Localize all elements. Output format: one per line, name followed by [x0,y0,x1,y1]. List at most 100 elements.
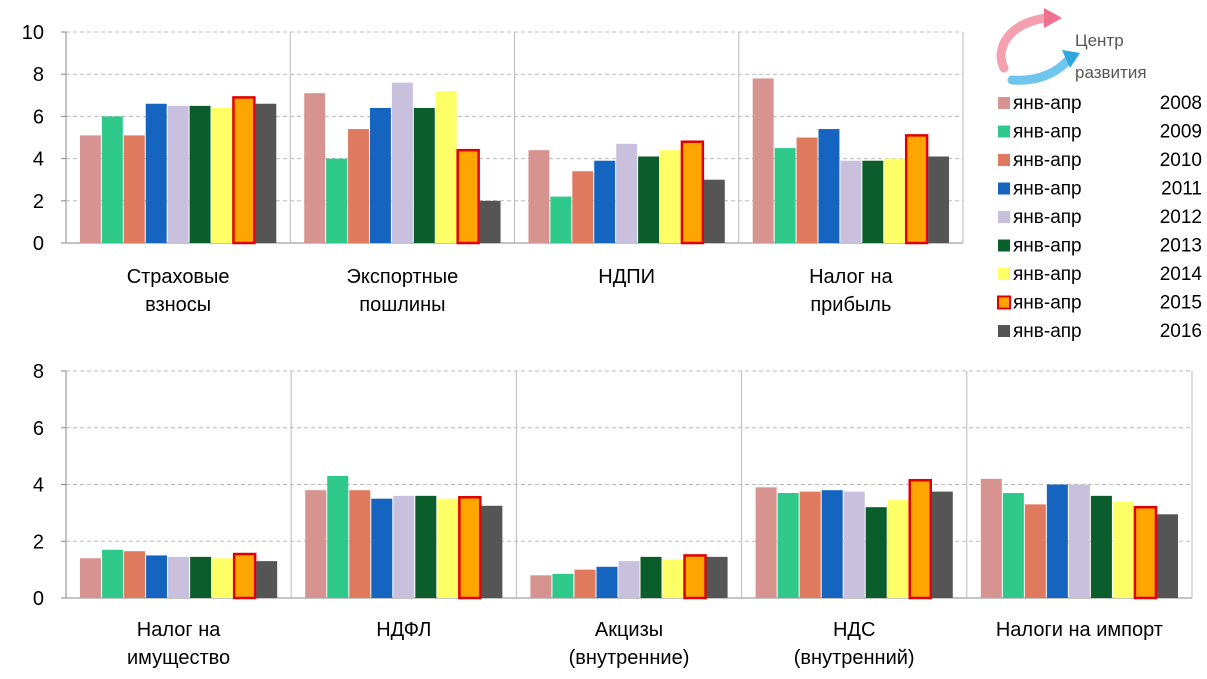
bar-янв-апр-2014 [1112,501,1134,598]
category-label: Налог на [137,619,221,641]
legend-swatch [998,125,1010,138]
legend-label: янв-апр [1013,293,1082,314]
bar-янв-апр-2015 [458,496,482,600]
bar-янв-апр-2013 [1090,495,1112,598]
legend-label: янв-апр [1013,264,1082,285]
bar-янв-апр-2009 [102,549,124,598]
legend-year: 2011 [1161,179,1202,200]
bar-янв-апр-2012 [393,495,415,598]
bar-янв-апр-2008 [980,478,1002,598]
bar-янв-апр-2011 [145,103,167,244]
bar-янв-апр-2010 [124,551,146,598]
bar-янв-апр-2014 [437,498,459,598]
chart-2: 0 2 4 6 8 Налог на имущество НДФЛ Акцизы (внутрен… [33,361,1193,669]
bar-янв-апр-2010 [799,491,821,598]
legend-swatch [997,295,1011,310]
bar-янв-апр-2014 [884,158,906,243]
legend-label: янв-апр [1013,150,1082,171]
bar-янв-апр-2009 [550,196,572,243]
bar-янв-апр-2014 [211,107,233,244]
bar-янв-апр-2008 [530,575,552,598]
category-label: Налоги на импорт [996,619,1163,641]
bar-янв-апр-2011 [146,555,168,598]
bar-янв-апр-2013 [865,507,887,598]
bar-янв-апр-2015 [232,552,257,600]
category-label: Налог на [809,266,893,288]
legend-swatch [998,325,1010,337]
bar-янв-апр-2015 [456,148,480,245]
bar-янв-апр-2016 [706,556,728,598]
bar-янв-апр-2013 [640,556,662,598]
y-tick-label: 0 [33,588,44,610]
legend-label: янв-апр [1013,236,1082,257]
bar-янв-апр-2012 [167,105,189,243]
legend-year: 2016 [1160,321,1202,342]
bar-янв-апр-2016 [928,156,950,243]
bar-янв-апр-2014 [212,558,234,598]
bar-янв-апр-2012 [843,491,865,598]
bar-янв-апр-2013 [190,556,212,598]
bar-янв-апр-2013 [415,495,437,598]
bar-янв-апр-2009 [101,116,123,243]
bar-янв-апр-2010 [572,171,594,243]
bar-янв-апр-2010 [796,137,818,243]
bar-янв-апр-2012 [391,82,413,243]
legend-swatch [998,268,1010,280]
y-tick-label: 8 [33,64,44,86]
bar-янв-апр-2010 [574,569,596,598]
legend-label: янв-апр [1013,321,1082,342]
logo-arrows-icon [996,8,1080,85]
bar-янв-апр-2012 [840,160,862,243]
chart-1: 0 2 4 6 8 10 Страховые взносы Экспортные пошлины Н… [22,22,964,316]
bar-янв-апр-2011 [371,498,393,598]
bar-янв-апр-2012 [616,143,638,243]
bar-янв-апр-2009 [777,493,799,598]
y-tick-label: 10 [22,22,44,44]
y-tick-label: 6 [33,106,44,128]
bar-янв-апр-2008 [305,490,327,598]
bar-янв-апр-2016 [481,505,503,598]
logo-text-line2: развития [1075,63,1147,82]
legend-year: 2010 [1160,150,1202,171]
y-tick-label: 0 [33,233,44,255]
legend: янв-апр 2008 янв-апр 2009 янв-апр 2010 янв-апр… [997,93,1203,342]
bar-янв-апр-2016 [1156,514,1178,598]
category-label: пошлины [359,294,445,316]
bar-янв-апр-2008 [752,78,774,243]
legend-swatch [998,97,1010,109]
bar-янв-апр-2009 [327,475,349,598]
category-label: (внутренний) [794,647,915,669]
y-tick-label: 2 [33,531,44,553]
category-label: НДС [833,619,875,641]
category-label: НДПИ [598,266,655,288]
bar-янв-апр-2015 [232,96,256,245]
legend-year: 2014 [1160,264,1203,285]
legend-year: 2008 [1160,93,1202,114]
category-label: Акцизы [595,619,663,641]
bar-янв-апр-2013 [862,160,884,243]
bar-янв-апр-2014 [887,500,909,598]
bar-янв-апр-2014 [435,91,457,243]
legend-year: 2009 [1160,122,1202,143]
y-tick-label: 6 [33,418,44,440]
category-label: взносы [145,294,211,316]
legend-swatch [998,182,1010,195]
bar-янв-апр-2013 [189,105,211,243]
bar-янв-апр-2013 [638,156,660,243]
category-label: Экспортные [347,266,459,288]
bar-янв-апр-2010 [1024,504,1046,598]
bar-янв-апр-2008 [755,487,777,598]
bar-янв-апр-2013 [413,107,435,244]
center-logo: Центр развития [992,8,1192,88]
legend-swatch [998,211,1010,223]
bar-янв-апр-2009 [326,158,348,243]
legend-swatch [998,239,1010,252]
logo-text-line1: Центр [1075,31,1124,50]
bar-янв-апр-2012 [168,556,190,598]
legend-swatch [998,154,1010,166]
legend-label: янв-апр [1013,93,1082,114]
legend-label: янв-апр [1013,207,1082,228]
bar-янв-апр-2015 [904,134,929,245]
